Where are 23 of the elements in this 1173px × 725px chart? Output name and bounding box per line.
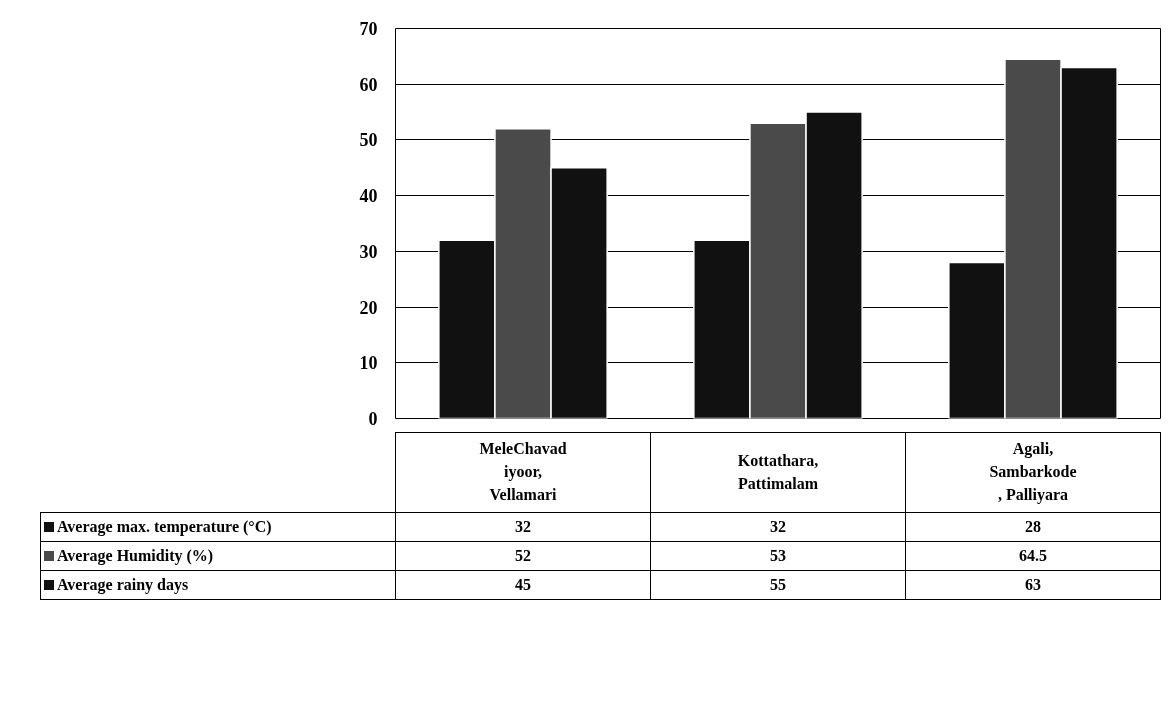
data-label: 32: [395, 512, 651, 542]
x-tick-label: Kottathara, Pattimalam: [650, 432, 906, 513]
data-label: 28: [905, 512, 1161, 542]
data-label: 53: [650, 541, 906, 571]
y-tick-label: 50: [359, 130, 378, 151]
data-label: 64.5: [905, 541, 1161, 571]
y-tick-label: 40: [359, 186, 378, 207]
y-tick-label: 20: [359, 297, 378, 318]
data-label: 63: [905, 570, 1161, 600]
y-tick-label: 0: [368, 409, 378, 429]
data-label: 32: [650, 512, 906, 542]
x-tick-label: MeleChavad iyoor, Vellamari: [395, 432, 651, 513]
data-label: 45: [395, 570, 651, 600]
legend-label: Average max. temperature (°C): [40, 512, 396, 542]
y-tick-label: 10: [359, 353, 378, 374]
data-label: 52: [395, 541, 651, 571]
x-tick-label: Agali, Sambarkode , Palliyara: [905, 432, 1161, 513]
y-tick-label: 30: [359, 241, 378, 262]
y-tick-label: 70: [359, 19, 378, 39]
y-tick-label: 60: [359, 74, 378, 95]
legend-label: Average Humidity (%): [40, 541, 396, 571]
data-label: 55: [650, 570, 906, 600]
legend-label: Average rainy days: [40, 570, 396, 600]
